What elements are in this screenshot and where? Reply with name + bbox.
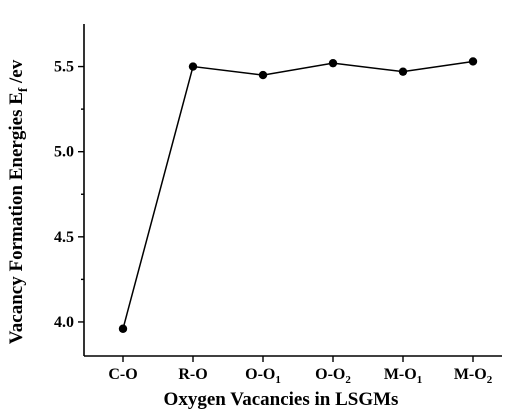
x-tick-label-2: O-O1 bbox=[245, 366, 281, 386]
data-point-M-O1 bbox=[398, 67, 408, 76]
series-line-0 bbox=[122, 60, 474, 329]
data-point-M-O2 bbox=[468, 57, 478, 66]
axes bbox=[83, 24, 502, 357]
x-axis-title: Oxygen Vacancies in LSGMs bbox=[164, 389, 399, 410]
y-tick-label-0: 4.0 bbox=[54, 314, 74, 331]
y-axis-title: Vacancy Formation Energies Ef /ev bbox=[6, 59, 30, 344]
data-point-O-O2 bbox=[328, 58, 338, 68]
y-tick-label-1: 4.5 bbox=[54, 229, 74, 246]
x-tick-label-5: M-O2 bbox=[454, 366, 493, 386]
x-tick-label-4: M-O1 bbox=[384, 366, 422, 386]
data-point-R-O bbox=[188, 62, 198, 71]
series bbox=[118, 57, 478, 333]
data-point-C-O bbox=[118, 324, 128, 333]
x-tick-label-3: O-O2 bbox=[315, 366, 351, 386]
y-tick-label-3: 5.5 bbox=[54, 59, 74, 76]
ticks bbox=[78, 65, 474, 362]
labels: 4.0 4.5 5.0 5.5 C-O R-O O-O1 O-O2 M-O1 M-O2 Oxygen… bbox=[6, 59, 493, 410]
y-tick-label-2: 5.0 bbox=[54, 144, 74, 161]
data-point-O-O1 bbox=[258, 70, 268, 80]
x-tick-label-1: R-O bbox=[178, 366, 207, 383]
x-tick-label-0: C-O bbox=[108, 366, 137, 383]
